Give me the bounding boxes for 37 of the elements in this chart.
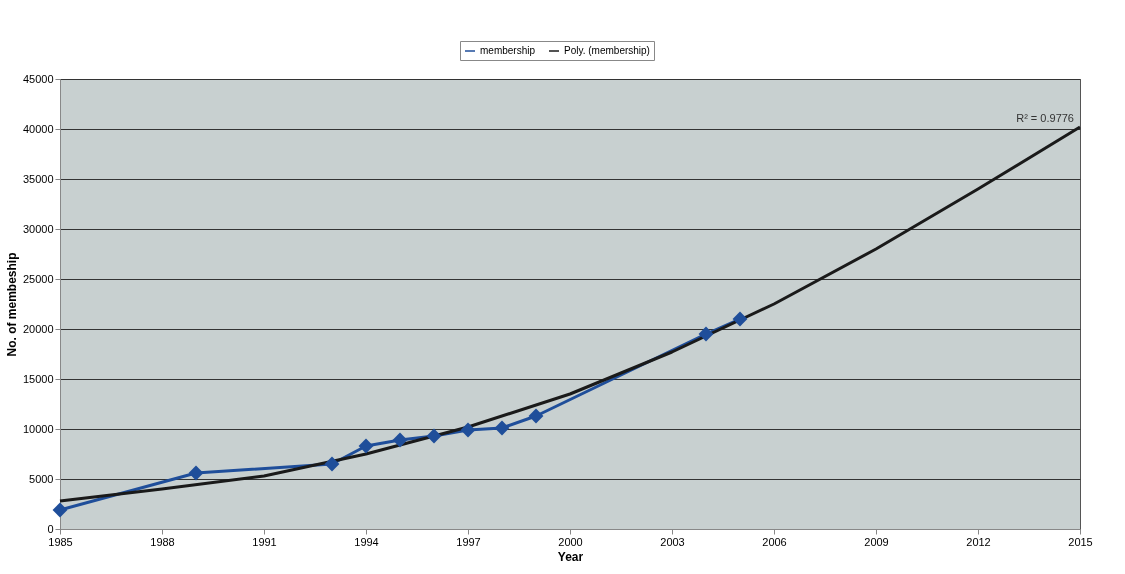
point: [732, 311, 748, 327]
y-axis-title: No. of membeship: [4, 252, 19, 357]
point: [698, 326, 714, 342]
point: [52, 502, 68, 518]
legend-label: Poly. (membership): [564, 45, 650, 56]
point: [358, 438, 374, 454]
x-tick-label: 2000: [558, 535, 583, 548]
y-tick-label: 45000: [22, 72, 54, 85]
x-tick-label: 2003: [660, 535, 685, 548]
point: [324, 456, 340, 472]
y-tick-label: 20000: [22, 322, 54, 335]
point: [426, 428, 442, 444]
x-tick-label: 1985: [48, 535, 73, 548]
y-tick-label: 10000: [22, 422, 54, 435]
y-tick-label: 40000: [22, 122, 54, 135]
x-tick-label: 1994: [354, 535, 379, 548]
y-tick-label: 30000: [22, 222, 54, 235]
x-tick-label: 1991: [252, 535, 277, 548]
point: [392, 432, 408, 448]
x-tick-label: 2006: [762, 535, 787, 548]
legend-label: membership: [480, 45, 536, 56]
point: [460, 422, 476, 438]
annotation: R² = 0.9776: [1016, 112, 1074, 124]
x-tick-label: 2009: [864, 535, 889, 548]
y-tick-label: 5000: [29, 472, 54, 485]
y-tick-label: 35000: [22, 172, 54, 185]
y-tick-label: 0: [47, 522, 54, 535]
y-tick-label: 15000: [22, 372, 54, 385]
x-tick-label: 2012: [966, 535, 991, 548]
x-tick-label: 1988: [150, 535, 175, 548]
point: [494, 420, 510, 436]
y-tick-label: 25000: [22, 272, 54, 285]
point: [188, 465, 204, 481]
x-tick-label: 2015: [1068, 535, 1093, 548]
point: [528, 408, 544, 424]
x-tick-label: 1997: [456, 535, 481, 548]
x-axis-title: Year: [557, 549, 584, 564]
